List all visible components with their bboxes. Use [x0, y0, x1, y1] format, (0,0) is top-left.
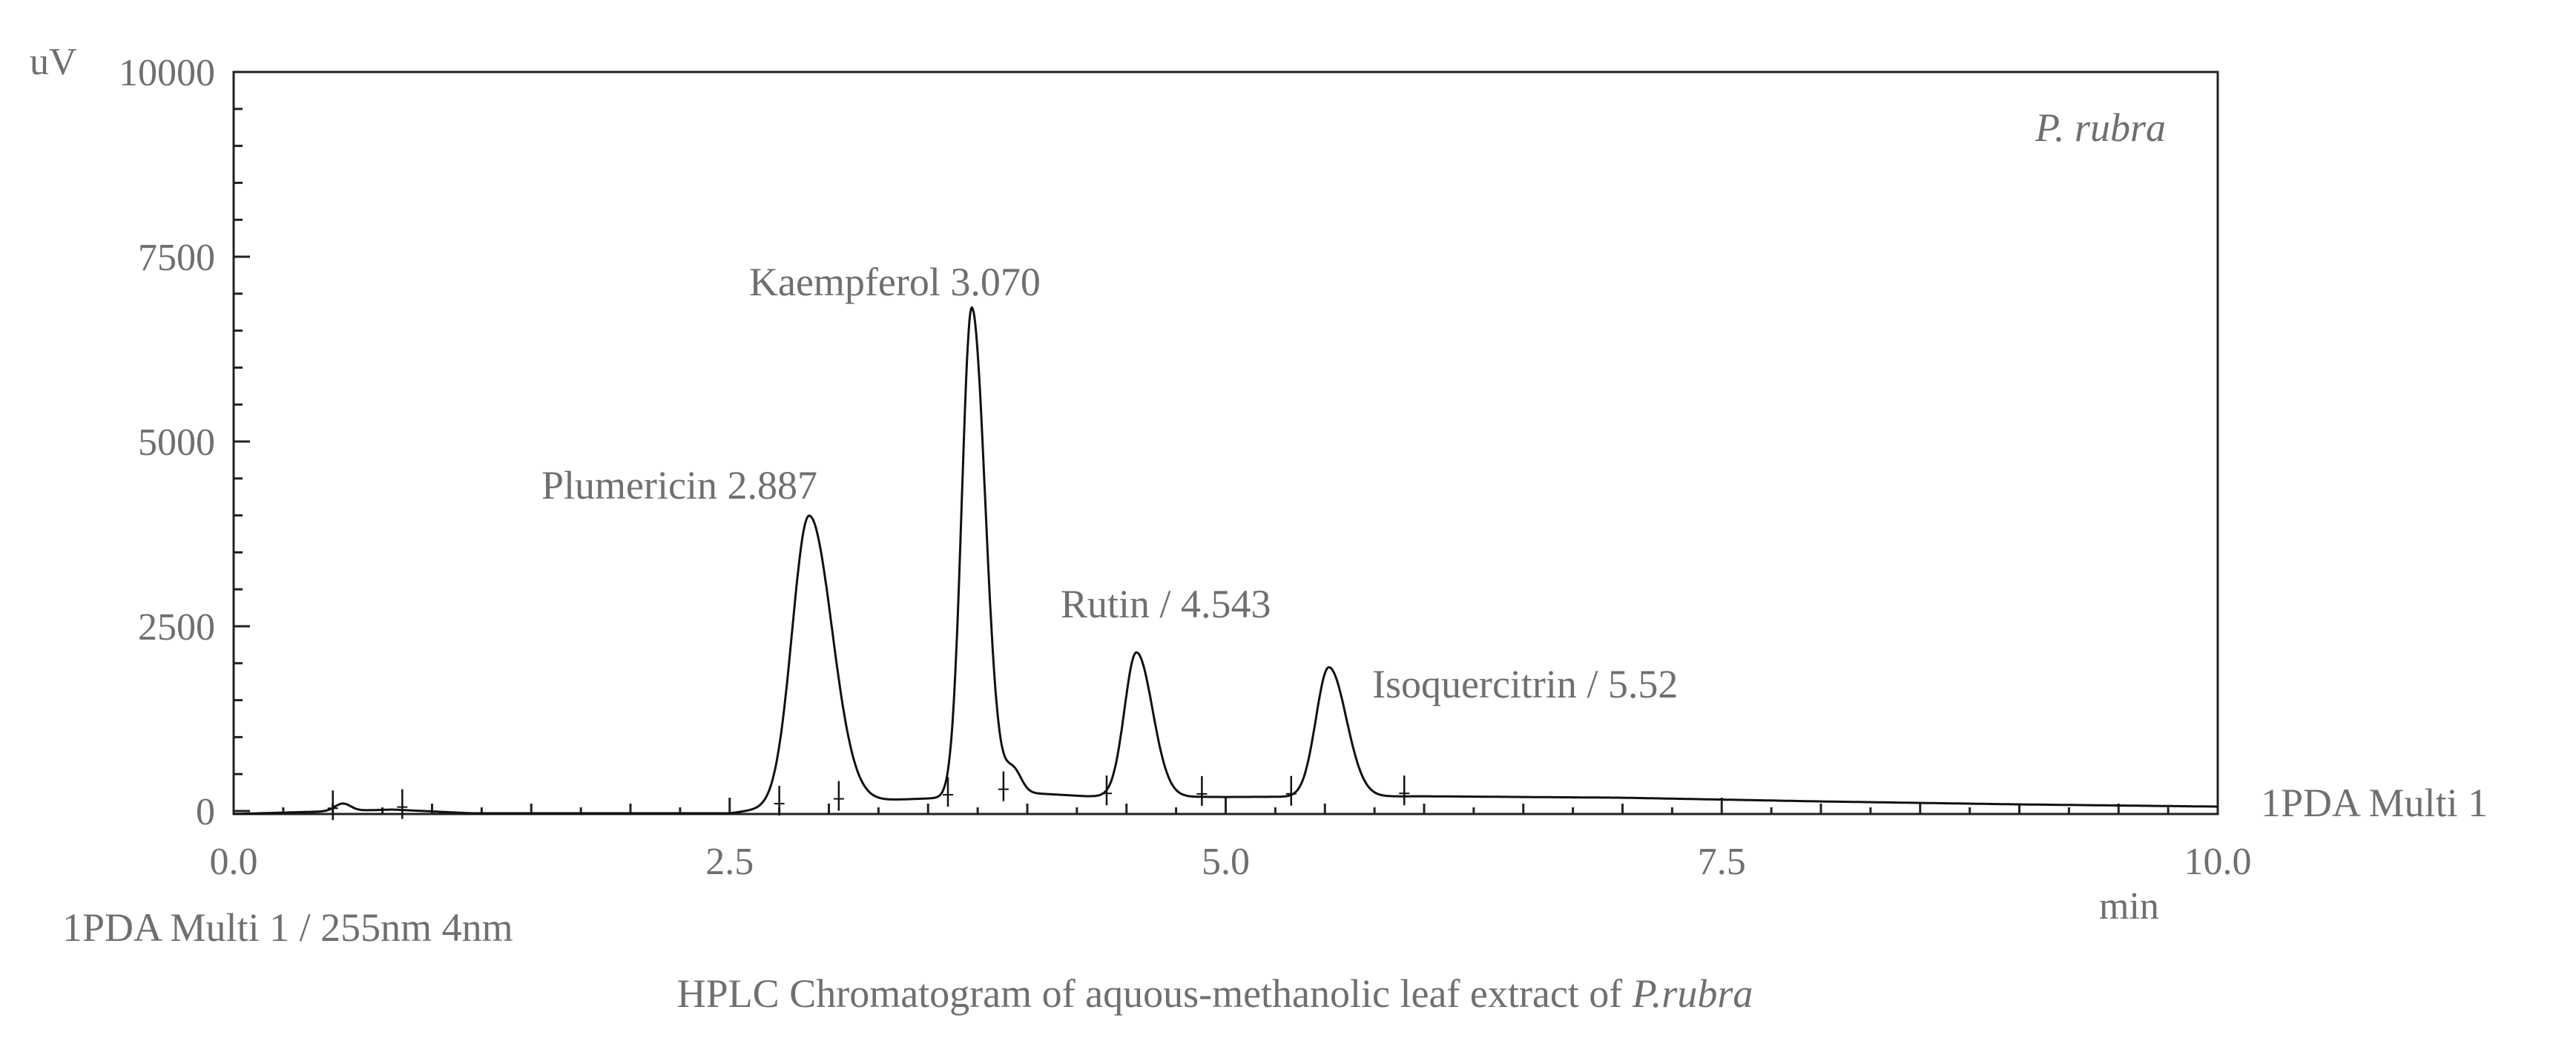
- x-tick-label: 7.5: [1698, 841, 1746, 883]
- peak-label: Isoquercitrin / 5.52: [1372, 662, 1678, 706]
- x-axis-unit: min: [2099, 885, 2159, 928]
- y-tick-label: 5000: [138, 421, 215, 464]
- y-tick-label: 7500: [138, 237, 215, 279]
- x-tick-label: 2.5: [705, 841, 754, 883]
- trace-end-label: 1PDA Multi 1: [2261, 781, 2488, 825]
- y-axis-unit: uV: [30, 41, 77, 83]
- y-minor-ticks: [234, 70, 250, 813]
- x-tick-label: 0.0: [210, 841, 258, 883]
- y-tick-label: 10000: [119, 52, 215, 94]
- peak-label: Kaempferol 3.070: [749, 260, 1041, 304]
- x-tick-label: 5.0: [1202, 841, 1250, 883]
- peak-label: Rutin / 4.543: [1061, 582, 1271, 626]
- x-tick-label: 10.0: [2184, 841, 2252, 883]
- caption-species: P.rubra: [1632, 971, 1753, 1016]
- detector-label: 1PDA Multi 1 / 255nm 4nm: [62, 905, 513, 950]
- chart-caption: HPLC Chromatogram of aquous-methanolic l…: [677, 971, 1753, 1016]
- peak-label: Plumericin 2.887: [541, 463, 817, 508]
- plot-frame: [232, 70, 2219, 815]
- y-tick-label: 0: [196, 791, 215, 833]
- chromatogram-trace: [234, 306, 2218, 815]
- y-tick-labels: 0 2500 5000 7500 10000: [119, 52, 215, 833]
- integration-markers: [327, 771, 1410, 821]
- x-minor-ticks: [232, 798, 2219, 814]
- sample-label: P. rubra: [2035, 105, 2166, 150]
- peak-labels: Plumericin 2.887 Kaempferol 3.070 Rutin / …: [541, 260, 1678, 706]
- caption-prefix: HPLC Chromatogram of aquous-methanolic l…: [677, 971, 1633, 1016]
- y-tick-label: 2500: [138, 606, 215, 649]
- x-tick-labels: 0.0 2.5 5.0 7.5 10.0: [210, 841, 2252, 883]
